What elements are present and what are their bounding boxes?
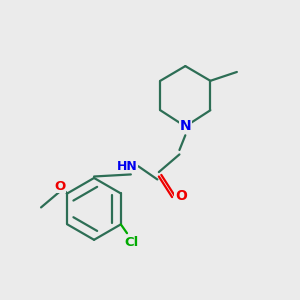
- Text: Cl: Cl: [124, 236, 138, 248]
- Text: O: O: [54, 180, 65, 193]
- Text: N: N: [179, 119, 191, 133]
- Text: O: O: [175, 189, 187, 202]
- Text: HN: HN: [117, 160, 138, 173]
